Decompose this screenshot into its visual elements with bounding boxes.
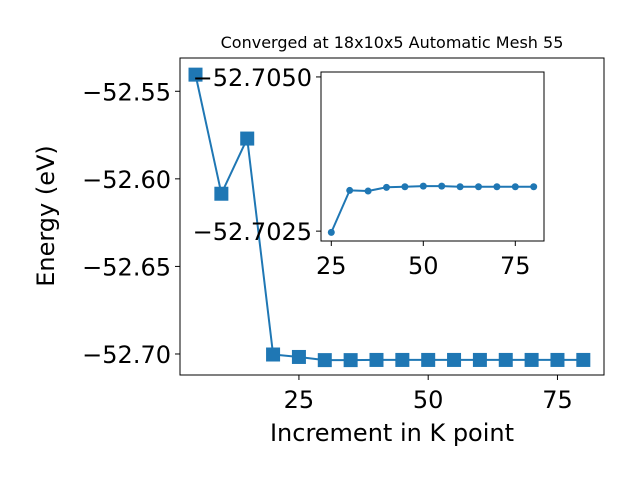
main-y-tick-label: −52.70 (82, 341, 171, 369)
inset-data-point (493, 183, 501, 191)
inset-axes: 25 50 75 −52.7050 −52.7025 (193, 64, 545, 280)
main-series-line (194, 74, 584, 362)
main-x-tick-label: 75 (542, 386, 573, 414)
chart-title: Converged at 18x10x5 Automatic Mesh 55 (221, 33, 564, 52)
main-x-tick-label: 25 (284, 386, 315, 414)
main-data-point (576, 352, 591, 367)
main-data-point (421, 352, 436, 367)
inset-data-point (419, 182, 427, 190)
inset-data-point (474, 183, 482, 191)
inset-x-tick-label: 25 (316, 252, 347, 280)
inset-tick-labels: 25 50 75 −52.7050 −52.7025 (193, 64, 531, 280)
main-y-tick-label: −52.65 (82, 253, 171, 281)
main-data-point (395, 352, 410, 367)
inset-data-point (530, 183, 538, 191)
main-data-point (291, 349, 306, 364)
inset-x-tick-label: 50 (408, 252, 439, 280)
inset-data-point (346, 186, 354, 194)
inset-x-tick-label: 75 (500, 252, 531, 280)
main-tick-labels: 25 50 75 −52.55 −52.60 −52.65 −52.70 (82, 78, 573, 414)
main-y-tick-label: −52.55 (82, 78, 171, 106)
main-data-point (266, 347, 281, 362)
inset-plot-area (321, 72, 544, 241)
main-x-tick-label: 50 (413, 386, 444, 414)
main-axes-frame (179, 57, 605, 376)
main-data-point (317, 353, 332, 368)
x-axis-label: Increment in K point (270, 419, 514, 447)
main-series-markers (188, 67, 591, 368)
main-data-point (188, 67, 203, 82)
main-data-point (447, 352, 462, 367)
main-data-point (343, 353, 358, 368)
inset-y-tick-label: −52.7050 (193, 64, 312, 92)
inset-ticks (316, 76, 516, 246)
inset-data-point (511, 183, 519, 191)
inset-series-markers (327, 182, 538, 236)
inset-data-point (327, 228, 335, 236)
inset-data-point (438, 182, 446, 190)
main-data-point (498, 352, 513, 367)
y-axis-label: Energy (eV) (32, 145, 60, 287)
inset-data-point (383, 183, 391, 191)
inset-data-point (364, 187, 372, 195)
main-data-point (214, 186, 229, 201)
inset-data-point (401, 183, 409, 191)
inset-axes-frame (320, 71, 545, 242)
main-data-point (369, 352, 384, 367)
inset-y-tick-label: −52.7025 (193, 218, 312, 246)
main-data-point (240, 131, 255, 146)
main-data-point (550, 352, 565, 367)
main-y-tick-label: −52.60 (82, 166, 171, 194)
main-data-point (472, 352, 487, 367)
inset-data-point (456, 183, 464, 191)
main-data-point (524, 352, 539, 367)
main-ticks (175, 90, 558, 380)
